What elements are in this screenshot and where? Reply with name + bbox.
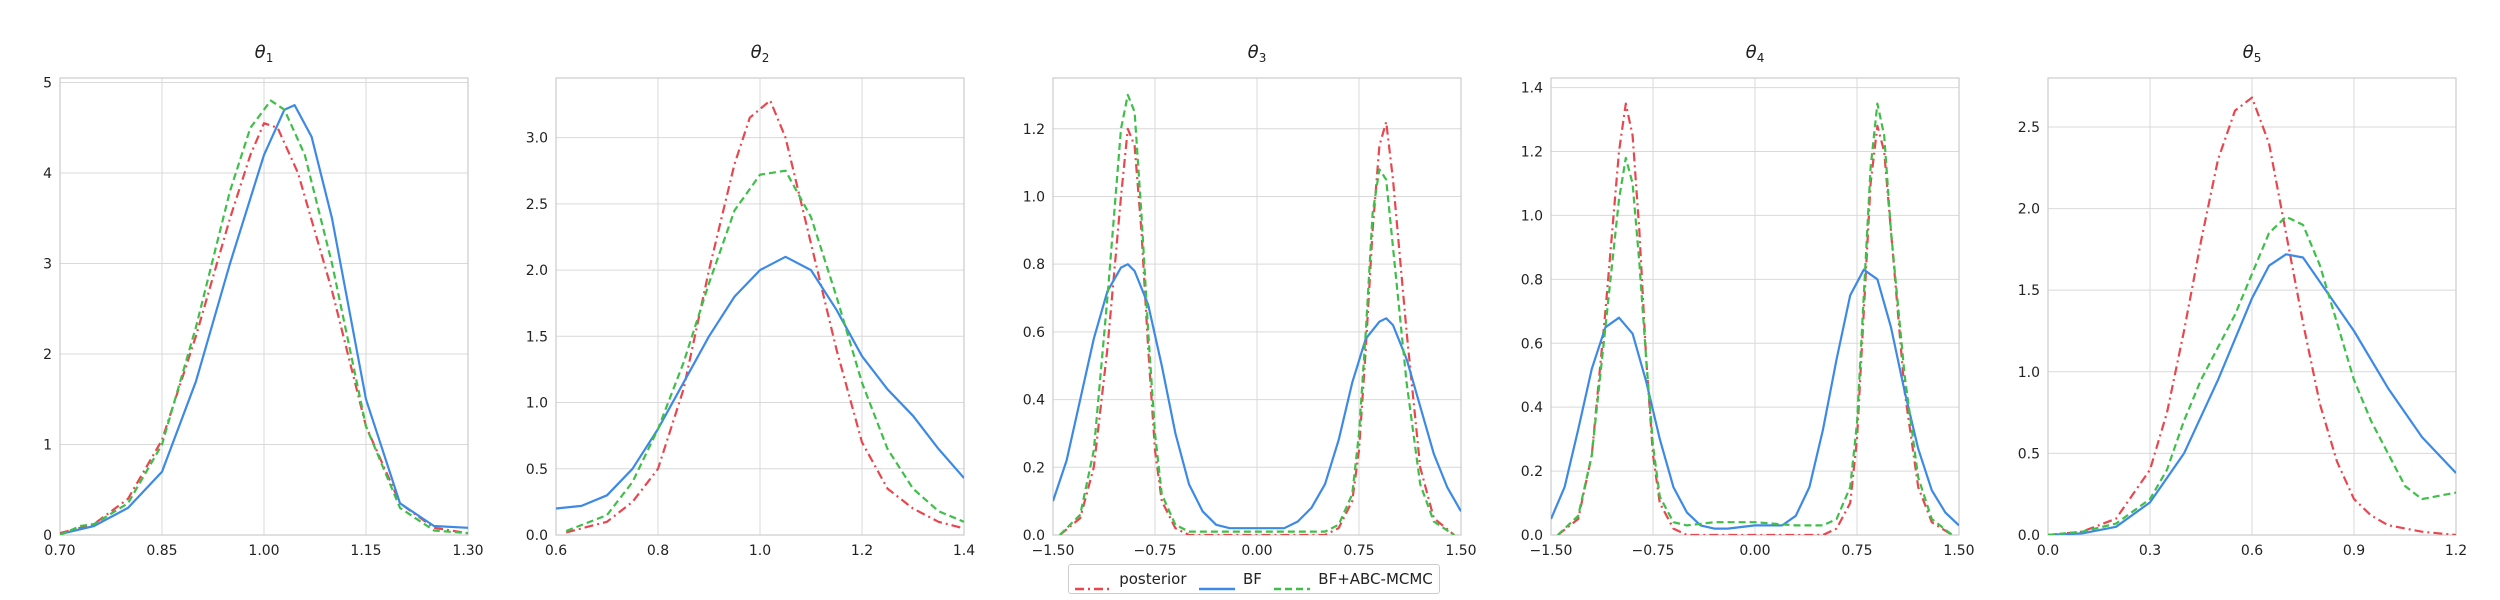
y-tick-label: 1.5: [2018, 283, 2040, 299]
legend-label-bf: BF: [1242, 570, 1262, 588]
y-tick-label: 0: [43, 528, 52, 544]
legend-item-posterior: posterior: [1075, 570, 1187, 591]
y-tick-label: 0.4: [1521, 400, 1543, 416]
y-tick-label: 1.2: [1521, 145, 1543, 161]
y-tick-label: 3.0: [526, 131, 548, 147]
y-tick-label: 2.5: [526, 197, 548, 213]
legend-item-bf: BF: [1198, 570, 1262, 591]
x-tick-label: 1.2: [2445, 543, 2467, 559]
y-tick-label: 2.0: [526, 263, 548, 279]
y-tick-label: 1.0: [2018, 365, 2040, 381]
panel-title: θ4: [1746, 42, 1765, 65]
y-tick-label: 0.6: [1023, 325, 1045, 341]
x-tick-label: 1.00: [248, 543, 279, 559]
series-bf-abc-mcmc: [60, 99, 468, 535]
panel-3: −1.50 −0.75 0.00 0.75 1.50 0.0 0.2 0.4 0.6 0.8 1.0…: [1023, 42, 1477, 559]
x-tick-label: 1.4: [953, 543, 975, 559]
y-tick-label: 2.5: [2018, 120, 2040, 136]
x-tick-label: 1.0: [749, 543, 771, 559]
y-tick-label: 0.0: [1023, 528, 1045, 544]
x-tick-label: 0.0: [2037, 543, 2059, 559]
legend-swatch-bf-abc-mcmc: [1274, 577, 1311, 591]
y-tick-label: 0.2: [1023, 460, 1045, 476]
series-bf: [2048, 253, 2456, 535]
series-bf-abc-mcmc: [1059, 93, 1455, 535]
panel-title: θ1: [255, 42, 274, 65]
y-tick-label: 1.2: [1023, 122, 1045, 138]
y-tick-label: 2.0: [2018, 202, 2040, 218]
x-tick-label: 0.75: [1841, 543, 1872, 559]
x-tick-label: 1.30: [452, 543, 483, 559]
x-tick-label: 0.00: [1739, 543, 1770, 559]
series-bf-abc-mcmc: [2048, 215, 2456, 535]
y-tick-label: 0.4: [1023, 393, 1045, 409]
legend-item-bf-abc-mcmc: BF+ABC-MCMC: [1274, 570, 1433, 591]
axes-frame: [2047, 77, 2457, 536]
series-bf: [556, 255, 964, 510]
x-tick-label: 0.3: [2139, 543, 2161, 559]
x-tick-label: 0.70: [44, 543, 75, 559]
y-tick-label: 5: [43, 76, 52, 92]
x-tick-label: −1.50: [1530, 543, 1573, 559]
axes-frame: [59, 77, 469, 536]
x-tick-label: 1.50: [1445, 543, 1476, 559]
series-posterior: [60, 122, 468, 535]
x-tick-label: 1.2: [851, 543, 873, 559]
y-tick-label: 0.8: [1023, 257, 1045, 273]
panel-2: 0.6 0.8 1.0 1.2 1.4 0.0 0.5 1.0 1.5 2.0 2.5 3.0 θ2: [526, 42, 975, 559]
y-tick-label: 1.0: [1521, 208, 1543, 224]
legend-swatch-bf: [1198, 577, 1235, 591]
panel-title: θ2: [751, 42, 770, 65]
y-tick-label: 0.5: [526, 462, 548, 478]
y-tick-label: 3: [43, 257, 52, 273]
x-tick-label: −1.50: [1032, 543, 1075, 559]
panel-1: 0.70 0.85 1.00 1.15 1.30 0 1 2 3 4 5 θ1: [43, 42, 484, 559]
legend: posterior BF BF+ABC-MCMC: [1068, 564, 1440, 594]
series-posterior: [565, 99, 964, 534]
legend-swatch-posterior: [1075, 577, 1112, 591]
x-tick-label: 0.6: [2241, 543, 2263, 559]
y-tick-label: 1.0: [526, 396, 548, 412]
legend-label-posterior: posterior: [1119, 570, 1187, 588]
y-tick-label: 1.5: [526, 329, 548, 345]
panel-title: θ3: [1248, 42, 1267, 65]
y-tick-label: 0.5: [2018, 446, 2040, 462]
y-tick-label: 0.0: [526, 528, 548, 544]
series-posterior: [2048, 96, 2456, 535]
y-tick-label: 0.8: [1521, 272, 1543, 288]
x-tick-label: 1.15: [350, 543, 381, 559]
series-bf: [1053, 263, 1461, 530]
y-tick-label: 4: [43, 166, 52, 182]
panel-5: 0.0 0.3 0.6 0.9 1.2 0.0 0.5 1.0 1.5 2.0 2.5 θ5: [2018, 42, 2467, 559]
x-tick-label: 0.9: [2343, 543, 2365, 559]
panel-4: −1.50 −0.75 0.00 0.75 1.50 0.0 0.2 0.4 0.6 0.8 1.0…: [1521, 42, 1975, 559]
panel-title: θ5: [2243, 42, 2262, 65]
y-tick-label: 0.2: [1521, 464, 1543, 480]
series-bf-abc-mcmc: [1557, 102, 1953, 535]
x-tick-label: −0.75: [1632, 543, 1675, 559]
y-tick-label: 1.4: [1521, 81, 1543, 97]
x-tick-label: 0.00: [1241, 543, 1272, 559]
x-tick-label: 1.50: [1943, 543, 1974, 559]
y-tick-label: 1.0: [1023, 189, 1045, 205]
y-tick-label: 1: [43, 438, 52, 454]
series-bf-abc-mcmc: [565, 169, 964, 533]
y-tick-label: 2: [43, 347, 52, 363]
x-tick-label: 0.8: [647, 543, 669, 559]
y-tick-label: 0.0: [1521, 528, 1543, 544]
y-tick-label: 0.0: [2018, 528, 2040, 544]
series-bf: [1551, 268, 1959, 530]
x-tick-label: 0.6: [545, 543, 567, 559]
x-tick-label: −0.75: [1134, 543, 1177, 559]
y-tick-label: 0.6: [1521, 336, 1543, 352]
legend-label-bf-abc-mcmc: BF+ABC-MCMC: [1318, 570, 1433, 588]
x-tick-label: 0.75: [1343, 543, 1374, 559]
x-tick-label: 0.85: [146, 543, 177, 559]
axes-frame: [555, 77, 965, 536]
